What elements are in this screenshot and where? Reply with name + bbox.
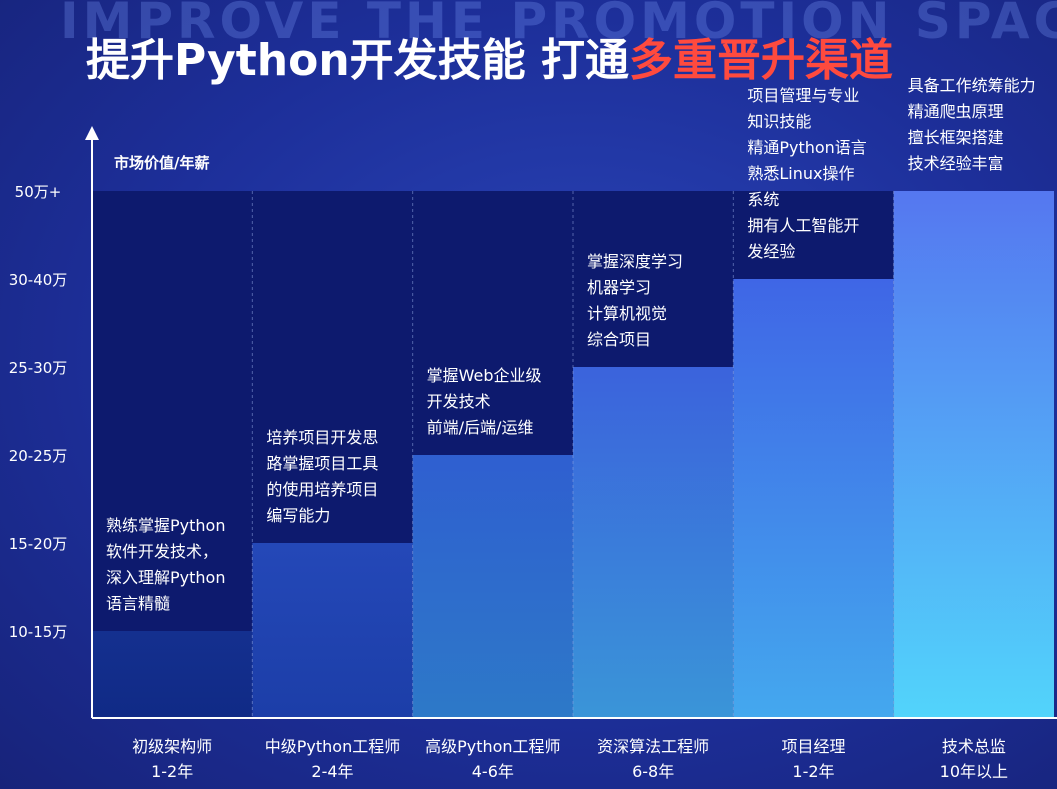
bar-2-text-line: 编写能力 [266, 506, 330, 525]
bar-3-text-line: 掌握Web企业级 [427, 366, 542, 385]
category-label-2: 中级Python工程师 [265, 737, 400, 756]
page-title: 提升Python开发技能 打通多重晋升渠道 [86, 24, 1046, 88]
y-tick-label: 25-30万 [9, 359, 68, 377]
bar-4-text-line: 机器学习 [587, 278, 651, 297]
bar-1-text-line: 语言精髓 [106, 594, 170, 613]
title-highlight: 多重晋升渠道 [628, 35, 893, 86]
bar-5-text-line: 项目管理与专业 [747, 86, 859, 105]
title-main: 提升Python开发技能 打通 [86, 35, 629, 86]
bar-5-text-line: 发经验 [747, 242, 795, 261]
bar-5-text-line: 精通Python语言 [747, 138, 866, 157]
bar-5-text-line: 知识技能 [747, 112, 811, 131]
bar-4 [573, 367, 734, 718]
bar-2-text-line: 路掌握项目工具 [266, 454, 378, 473]
bar-5 [733, 279, 894, 718]
bar-5-text-line: 系统 [747, 190, 779, 209]
y-tick-label: 15-20万 [9, 535, 68, 553]
bar-1-text-line: 熟练掌握Python [106, 516, 225, 535]
category-label-3: 高级Python工程师 [425, 737, 560, 756]
bar-2-text-line: 培养项目开发思 [266, 428, 378, 447]
bar-5-text-line: 熟悉Linux操作 [747, 164, 854, 183]
bar-2 [252, 543, 413, 718]
category-label-4: 6-8年 [632, 762, 674, 781]
category-label-1: 初级架构师 [132, 737, 212, 756]
y-tick-label: 30-40万 [9, 271, 68, 289]
y-tick-label: 10-15万 [9, 623, 68, 641]
category-label-6: 10年以上 [940, 762, 1008, 781]
bar-6 [893, 191, 1054, 718]
y-axis-arrow-icon [85, 126, 99, 140]
bar-3 [412, 455, 573, 718]
bar-6-text-line: 具备工作统筹能力 [908, 76, 1036, 95]
bar-1-text-line: 深入理解Python [106, 568, 225, 587]
bar-4-text-line: 计算机视觉 [587, 304, 667, 323]
bar-6-text-line: 技术经验丰富 [908, 154, 1004, 173]
y-axis-title: 市场价值/年薪 [114, 154, 209, 172]
bar-3-text-line: 前端/后端/运维 [427, 418, 534, 437]
bar-4-text-line: 综合项目 [587, 330, 651, 349]
category-label-6: 技术总监 [942, 737, 1006, 756]
background-watermark-text: IMPROVE THE PROMOTION SPACE [60, 0, 1057, 50]
category-label-4: 资深算法工程师 [597, 737, 709, 756]
bar-6-text-line: 精通爬虫原理 [908, 102, 1004, 121]
bar-5-text-line: 拥有人工智能开 [747, 216, 859, 235]
category-label-3: 4-6年 [472, 762, 514, 781]
bar-2-text-line: 的使用培养项目 [266, 480, 378, 499]
bar-3-text-line: 开发技术 [427, 392, 491, 411]
category-label-2: 2-4年 [311, 762, 353, 781]
bar-6-text-line: 擅长框架搭建 [908, 128, 1004, 147]
y-tick-label: 50万+ [15, 183, 62, 201]
bar-1-text-line: 软件开发技术， [106, 542, 218, 561]
bar-4-text-line: 掌握深度学习 [587, 252, 683, 271]
bar-1 [92, 631, 253, 718]
y-tick-label: 20-25万 [9, 447, 68, 465]
category-label-5: 项目经理 [781, 737, 845, 756]
category-label-5: 1-2年 [792, 762, 834, 781]
category-label-1: 1-2年 [151, 762, 193, 781]
